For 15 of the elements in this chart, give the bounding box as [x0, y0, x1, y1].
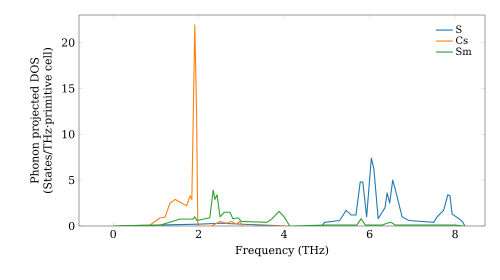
- x-tick-label: 0: [110, 230, 116, 238]
- y-tick-label: 5: [69, 176, 74, 184]
- y-tick-label: 0: [68, 222, 74, 230]
- y-tick-label: 15: [62, 84, 74, 93]
- legend-label: Sm: [456, 48, 472, 56]
- x-tick-label: 2: [196, 230, 202, 238]
- y-axis-title: Phonon projected DOS (States/THz·primitive cell): [30, 48, 54, 193]
- y-tick-label: 10: [62, 130, 74, 138]
- x-tick-label: 6: [366, 230, 372, 238]
- x-axis-title: Frequency (THz): [236, 246, 328, 256]
- x-tick-label: 8: [452, 230, 458, 238]
- x-tick-label: 4: [281, 230, 288, 238]
- legend-label: S: [456, 26, 462, 34]
- legend-label: Cs: [456, 36, 468, 44]
- y-tick-label: 20: [62, 38, 74, 47]
